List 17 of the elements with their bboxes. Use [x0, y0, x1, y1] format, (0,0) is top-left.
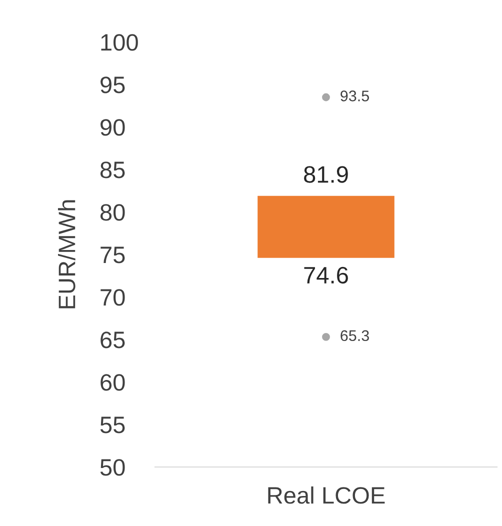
y-tick-label: 85: [100, 162, 125, 178]
y-tick-label: 100: [101, 34, 138, 51]
annotation: 81.9: [304, 166, 348, 183]
y-tick-label: 50: [100, 459, 125, 476]
y-tick-label: 65: [100, 332, 125, 348]
y-tick-label: 80: [100, 204, 125, 221]
x-tick-label: Real LCOE: [268, 486, 385, 504]
y-tick-label: 75: [100, 246, 125, 264]
y-tick-label: 70: [100, 289, 125, 306]
annotation: 74.6: [304, 266, 348, 284]
y-axis-title: EUR/MWh: [58, 200, 76, 308]
y-tick-label: 55: [100, 416, 125, 434]
data-label: 65.3: [340, 330, 369, 342]
y-tick-label: 90: [100, 119, 125, 136]
data-label: 93.5: [340, 90, 369, 102]
y-tick-label: 95: [100, 76, 125, 94]
y-tick-label: 60: [100, 374, 125, 391]
